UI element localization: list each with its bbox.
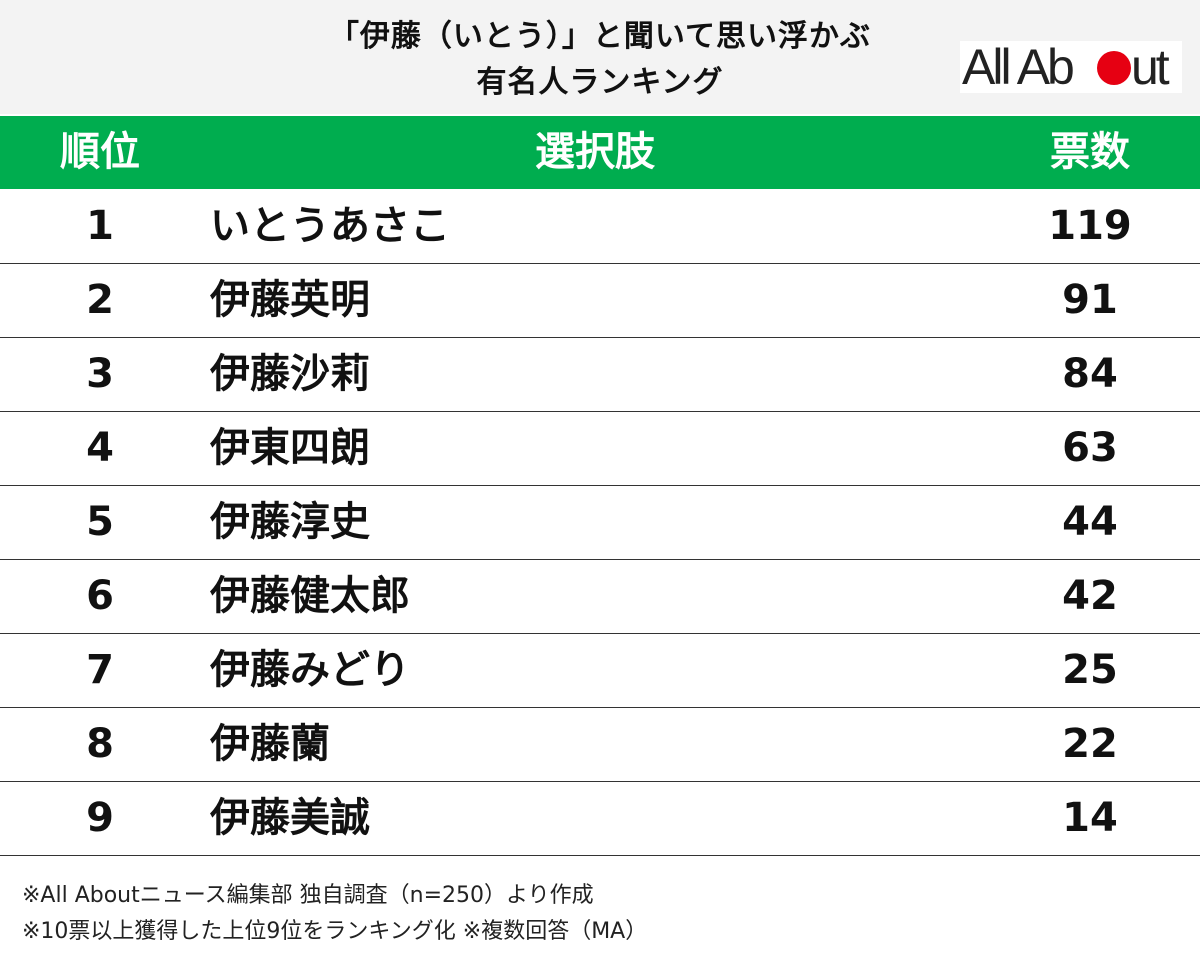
table-row: 6 伊藤健太郎 42 (0, 560, 1200, 634)
name-cell: 伊藤淳史 (210, 499, 370, 545)
all-about-logo: All Ab ut (960, 41, 1182, 93)
votes-cell: 119 (1048, 203, 1132, 249)
title-line-2: 有名人ランキング (476, 65, 724, 100)
name-cell: 伊藤英明 (210, 277, 370, 323)
footer-notes: ※All Aboutニュース編集部 独自調査（n=250）より作成 ※10票以上… (22, 878, 1182, 950)
name-cell: 伊藤沙莉 (210, 351, 370, 397)
logo-text-ut: ut (1131, 41, 1170, 93)
name-cell: 伊藤健太郎 (210, 573, 410, 619)
table-row: 9 伊藤美誠 14 (0, 782, 1200, 856)
rank-cell: 6 (86, 573, 114, 619)
title-line-1: 「伊藤（いとう）」と聞いて思い浮かぶ (328, 19, 872, 54)
votes-cell: 84 (1062, 351, 1118, 397)
rank-cell: 9 (86, 795, 114, 841)
table-row: 4 伊東四朗 63 (0, 412, 1200, 486)
votes-cell: 22 (1062, 721, 1118, 767)
logo-red-dot-icon (1097, 51, 1131, 85)
table-row: 2 伊藤英明 91 (0, 264, 1200, 338)
table-row: 5 伊藤淳史 44 (0, 486, 1200, 560)
table-header: 順位 選択肢 票数 (0, 116, 1200, 189)
page-title: 「伊藤（いとう）」と聞いて思い浮かぶ 有名人ランキング (120, 14, 1080, 106)
rank-cell: 4 (86, 425, 114, 471)
logo-text-all: All Ab (962, 41, 1073, 93)
rank-cell: 1 (86, 203, 114, 249)
name-cell: 伊藤美誠 (210, 795, 370, 841)
column-header-rank: 順位 (60, 129, 140, 175)
column-header-votes: 票数 (1050, 129, 1130, 175)
votes-cell: 42 (1062, 573, 1118, 619)
name-cell: 伊藤蘭 (210, 721, 330, 767)
rank-cell: 8 (86, 721, 114, 767)
rank-cell: 3 (86, 351, 114, 397)
header: 「伊藤（いとう）」と聞いて思い浮かぶ 有名人ランキング All Ab ut (0, 0, 1200, 114)
table-row: 7 伊藤みどり 25 (0, 634, 1200, 708)
rank-cell: 7 (86, 647, 114, 693)
source-note: ※All Aboutニュース編集部 独自調査（n=250）より作成 (22, 883, 594, 908)
votes-cell: 44 (1062, 499, 1118, 545)
column-header-choice: 選択肢 (535, 129, 655, 175)
votes-cell: 14 (1062, 795, 1118, 841)
votes-cell: 91 (1062, 277, 1118, 323)
logo-graphic: All Ab ut (962, 41, 1173, 93)
name-cell: 伊藤みどり (210, 647, 410, 693)
name-cell: いとうあさこ (210, 203, 450, 249)
table-row: 8 伊藤蘭 22 (0, 708, 1200, 782)
votes-cell: 25 (1062, 647, 1118, 693)
table-row: 3 伊藤沙莉 84 (0, 338, 1200, 412)
ranking-table-body: 1 いとうあさこ 119 2 伊藤英明 91 3 伊藤沙莉 84 4 伊東四朗 … (0, 190, 1200, 856)
method-note: ※10票以上獲得した上位9位をランキング化 ※複数回答（MA） (22, 919, 648, 944)
name-cell: 伊東四朗 (210, 425, 370, 471)
rank-cell: 5 (86, 499, 114, 545)
votes-cell: 63 (1062, 425, 1118, 471)
rank-cell: 2 (86, 277, 114, 323)
table-row: 1 いとうあさこ 119 (0, 190, 1200, 264)
